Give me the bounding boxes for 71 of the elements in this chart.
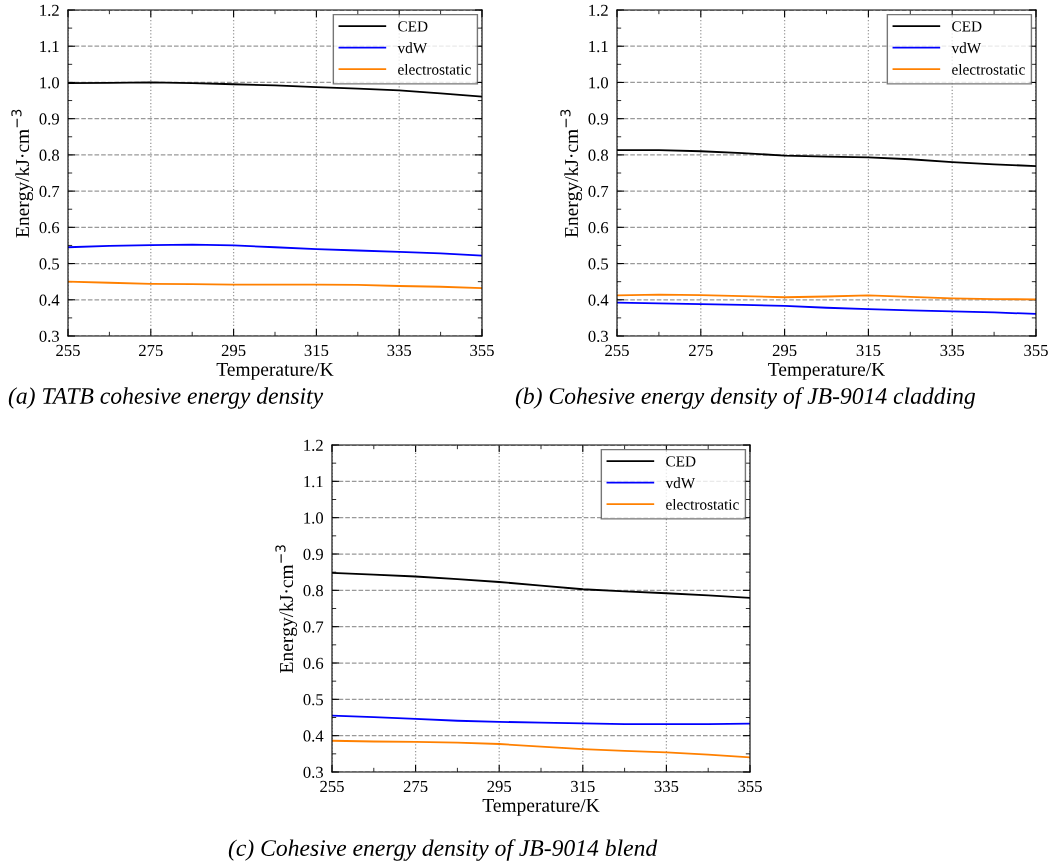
text: (b) Cohesive energy density of JB-9014 cladding xyxy=(515,387,976,409)
y-tick-label: 0.6 xyxy=(39,222,60,234)
y-tick-label: 0.4 xyxy=(588,294,609,306)
y-tick-label: 0.3 xyxy=(303,766,324,779)
x-tick-label: 255 xyxy=(56,344,80,357)
x-tick-label: 315 xyxy=(304,344,329,357)
y-tick-label: 0.5 xyxy=(303,694,324,706)
y-tick-label: 0.9 xyxy=(39,113,59,125)
x-axis-title: Temperature/K xyxy=(482,798,600,816)
legend-label: CED xyxy=(666,456,696,467)
x-tick-label: 335 xyxy=(387,344,412,357)
x-tick-label: 295 xyxy=(487,780,512,793)
x-axis-title: Temperature/K xyxy=(216,362,334,380)
y-tick-label: 0.6 xyxy=(588,222,609,234)
y-tick-label: 1.1 xyxy=(589,41,608,53)
line-series xyxy=(332,739,750,759)
legend-label: electrostatic xyxy=(666,498,739,510)
y-tick-label: 0.5 xyxy=(588,258,609,270)
y-tick-label: 0.9 xyxy=(588,113,608,125)
x-tick-label: 315 xyxy=(856,344,881,357)
legend-label: vdW xyxy=(665,477,696,489)
text: (a) TATB cohesive energy density xyxy=(8,387,324,409)
y-tick-label: 0.4 xyxy=(303,730,324,742)
y-tick-label: 0.5 xyxy=(39,258,60,270)
line-series xyxy=(617,301,1036,315)
y-tick-label: 1.0 xyxy=(589,77,609,89)
y-tick-label: 1.0 xyxy=(40,77,60,89)
x-tick-label: 275 xyxy=(689,344,713,357)
y-tick-label: 0.7 xyxy=(588,185,609,198)
y-tick-label: 1.1 xyxy=(304,476,323,488)
line-series xyxy=(68,280,482,290)
y-tick-label: 0.7 xyxy=(303,621,324,633)
y-tick-label: 0.3 xyxy=(588,330,609,343)
y-tick-label: 0.8 xyxy=(303,585,324,597)
y-tick-label: 0.7 xyxy=(39,185,60,198)
legend-label: CED xyxy=(952,21,982,32)
y-axis-title: Energy/kJ·cm$^{−3}$ xyxy=(11,109,34,238)
x-tick-label: 355 xyxy=(738,780,762,793)
x-tick-label: 295 xyxy=(221,344,246,357)
legend-label: electrostatic xyxy=(398,63,471,75)
text: (c) Cohesive energy density of JB-9014 blend xyxy=(228,839,658,861)
line-series xyxy=(68,243,482,257)
y-tick-label: 1.0 xyxy=(304,512,324,524)
legend-label: vdW xyxy=(397,42,428,54)
y-tick-label: 1.2 xyxy=(589,4,608,17)
y-tick-label: 1.2 xyxy=(304,439,323,452)
x-tick-label: 295 xyxy=(772,344,797,357)
x-tick-label: 255 xyxy=(605,344,629,357)
legend-label: electrostatic xyxy=(952,63,1025,75)
y-tick-label: 1.2 xyxy=(40,4,59,17)
x-tick-label: 275 xyxy=(139,344,163,357)
y-tick-label: 0.6 xyxy=(303,657,324,670)
x-tick-label: 255 xyxy=(320,780,344,793)
x-tick-label: 275 xyxy=(403,780,428,793)
y-tick-label: 0.8 xyxy=(39,149,60,161)
y-tick-label: 0.8 xyxy=(588,149,609,161)
x-tick-label: 315 xyxy=(571,780,595,793)
y-axis-title: Energy/kJ·cm$^{−3}$ xyxy=(560,109,583,238)
y-tick-label: 0.3 xyxy=(39,330,60,343)
x-tick-label: 335 xyxy=(940,344,965,357)
legend-label: CED xyxy=(398,21,428,32)
x-tick-label: 355 xyxy=(1024,344,1048,357)
legend-label: vdW xyxy=(951,42,982,54)
x-tick-label: 335 xyxy=(654,780,679,793)
y-tick-label: 0.9 xyxy=(303,548,323,561)
y-axis-title: Energy/kJ·cm$^{−3}$ xyxy=(275,545,298,673)
y-tick-label: 0.4 xyxy=(39,294,60,306)
x-axis-title: Temperature/K xyxy=(768,362,885,380)
y-tick-label: 1.1 xyxy=(40,41,59,53)
x-tick-label: 355 xyxy=(470,344,494,357)
line-series xyxy=(332,714,750,725)
